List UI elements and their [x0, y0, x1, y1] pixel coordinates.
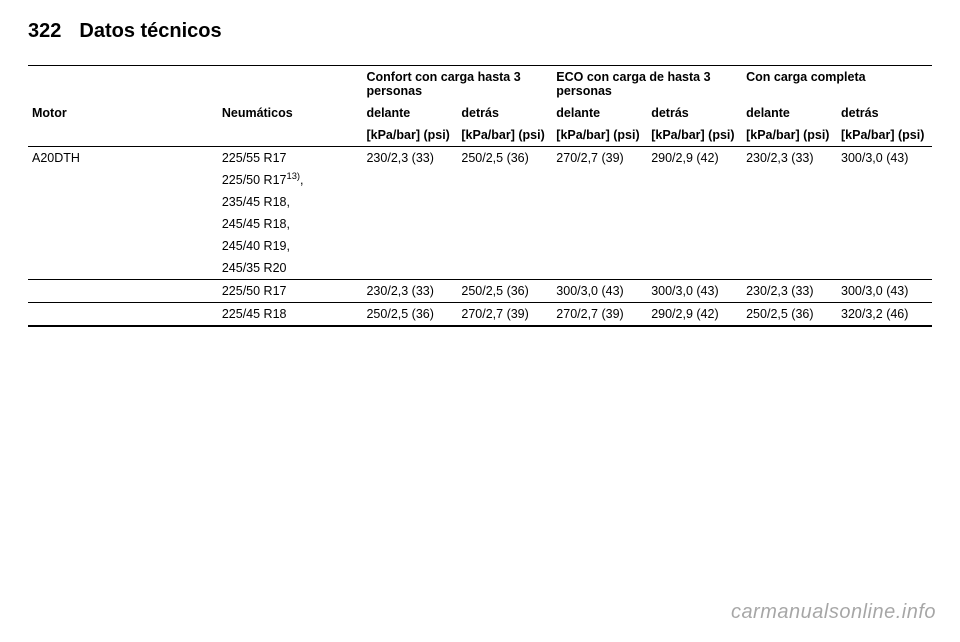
col-eco-front: delante — [552, 102, 647, 124]
col-full-front: delante — [742, 102, 837, 124]
unit-label: [kPa/bar] (psi) — [362, 124, 457, 147]
col-full-rear: detrás — [837, 102, 932, 124]
value-cell: 300/3,0 (43) — [552, 280, 647, 303]
watermark: carmanualsonline.info — [731, 601, 936, 624]
value-cell: 230/2,3 (33) — [362, 147, 457, 170]
tyre-cell: 225/50 R1713), — [218, 169, 363, 191]
tyre-cell: 245/40 R19, — [218, 235, 363, 257]
page-number: 322 — [28, 20, 61, 43]
unit-label: [kPa/bar] (psi) — [647, 124, 742, 147]
table-row: 235/45 R18, — [28, 191, 932, 213]
unit-label: [kPa/bar] (psi) — [457, 124, 552, 147]
header-row-labels: Motor Neumáticos delante detrás delante … — [28, 102, 932, 124]
motor-cell: A20DTH — [28, 147, 218, 170]
col-group-eco: ECO con carga de hasta 3 personas — [552, 66, 742, 102]
value-cell: 250/2,5 (36) — [457, 147, 552, 170]
tyre-cell: 235/45 R18, — [218, 191, 363, 213]
tyre-pressure-table: Confort con carga hasta 3 personas ECO c… — [28, 66, 932, 327]
value-cell: 250/2,5 (36) — [362, 303, 457, 327]
table-row: 245/35 R20 — [28, 257, 932, 280]
value-cell: 250/2,5 (36) — [742, 303, 837, 327]
table-row: 245/45 R18, — [28, 213, 932, 235]
value-cell: 230/2,3 (33) — [742, 147, 837, 170]
value-cell: 230/2,3 (33) — [742, 280, 837, 303]
value-cell: 300/3,0 (43) — [647, 280, 742, 303]
page-header: 322 Datos técnicos — [28, 20, 932, 43]
table-row: 225/50 R17 230/2,3 (33) 250/2,5 (36) 300… — [28, 280, 932, 303]
value-cell: 290/2,9 (42) — [647, 303, 742, 327]
value-cell: 300/3,0 (43) — [837, 147, 932, 170]
table-row: 225/50 R1713), — [28, 169, 932, 191]
table-row: 225/45 R18 250/2,5 (36) 270/2,7 (39) 270… — [28, 303, 932, 327]
col-group-comfort: Confort con carga hasta 3 personas — [362, 66, 552, 102]
tyre-cell: 245/45 R18, — [218, 213, 363, 235]
col-group-full: Con carga completa — [742, 66, 932, 102]
value-cell: 230/2,3 (33) — [362, 280, 457, 303]
value-cell: 270/2,7 (39) — [457, 303, 552, 327]
header-row-units: [kPa/bar] (psi) [kPa/bar] (psi) [kPa/bar… — [28, 124, 932, 147]
col-eco-rear: detrás — [647, 102, 742, 124]
table-row: 245/40 R19, — [28, 235, 932, 257]
unit-label: [kPa/bar] (psi) — [837, 124, 932, 147]
footnote-marker: 13) — [286, 171, 300, 181]
tyre-cell: 245/35 R20 — [218, 257, 363, 280]
header-row-groups: Confort con carga hasta 3 personas ECO c… — [28, 66, 932, 102]
col-motor: Motor — [28, 102, 218, 124]
value-cell: 270/2,7 (39) — [552, 147, 647, 170]
value-cell: 320/3,2 (46) — [837, 303, 932, 327]
unit-label: [kPa/bar] (psi) — [552, 124, 647, 147]
value-cell: 300/3,0 (43) — [837, 280, 932, 303]
col-tyres: Neumáticos — [218, 102, 363, 124]
value-cell: 270/2,7 (39) — [552, 303, 647, 327]
col-comfort-front: delante — [362, 102, 457, 124]
tyre-cell: 225/50 R17 — [218, 280, 363, 303]
value-cell: 250/2,5 (36) — [457, 280, 552, 303]
col-comfort-rear: detrás — [457, 102, 552, 124]
tyre-cell: 225/45 R18 — [218, 303, 363, 327]
unit-label: [kPa/bar] (psi) — [742, 124, 837, 147]
value-cell: 290/2,9 (42) — [647, 147, 742, 170]
tyre-cell: 225/55 R17 — [218, 147, 363, 170]
table-row: A20DTH 225/55 R17 230/2,3 (33) 250/2,5 (… — [28, 147, 932, 170]
section-title: Datos técnicos — [79, 20, 221, 43]
